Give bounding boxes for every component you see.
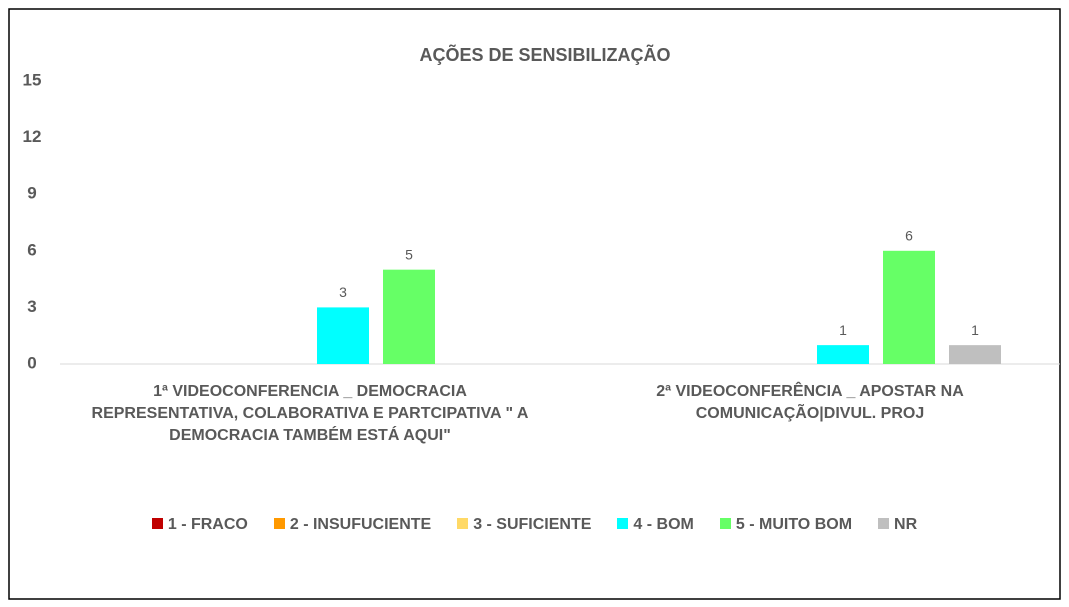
legend-swatch (617, 518, 629, 529)
y-tick-label: 9 (27, 184, 36, 203)
legend-label: 2 - INSUFUCIENTE (289, 516, 432, 533)
chart-border (8, 8, 1061, 600)
y-tick-label: 0 (27, 353, 36, 372)
legend-swatch (151, 518, 163, 529)
legend-item: 3 - SUFICIENTE (457, 516, 591, 534)
bar (383, 269, 435, 364)
bar (317, 307, 369, 364)
data-label: 1 (839, 322, 847, 338)
bar (817, 345, 869, 364)
data-label: 3 (339, 284, 347, 300)
legend-item: NR (878, 516, 917, 534)
legend-label: 3 - SUFICIENTE (473, 516, 592, 533)
y-tick-label: 6 (27, 240, 36, 259)
legend-swatch (719, 518, 731, 529)
y-tick-label: 15 (23, 70, 42, 89)
y-tick-label: 12 (23, 127, 42, 146)
legend-label: NR (894, 516, 918, 533)
legend-item: 2 - INSUFUCIENTE (273, 516, 432, 534)
legend-item: 4 - BOM (617, 516, 694, 534)
bar (883, 250, 935, 364)
legend-label: 1 - FRACO (167, 516, 248, 533)
chart-title: AÇÕES DE SENSIBILIZAÇÃO (419, 44, 670, 65)
x-tick-label: 2ª VIDEOCONFERÊNCIA _ APOSTAR NA COMUNIC… (656, 383, 964, 422)
legend-item: 5 - MUITO BOM (719, 516, 853, 534)
legend-swatch (273, 518, 285, 529)
legend: 1 - FRACO 2 - INSUFUCIENTE 3 - SUFICIENTE 4… (0, 516, 1069, 534)
bar (949, 345, 1001, 364)
y-tick-label: 3 (27, 297, 36, 316)
legend-swatch (878, 518, 890, 529)
legend-label: 5 - MUITO BOM (735, 516, 853, 533)
legend-label: 4 - BOM (633, 516, 694, 533)
data-label: 6 (905, 228, 913, 244)
data-label: 1 (971, 322, 979, 338)
x-tick-label: 1ª VIDEOCONFERENCIA _ DEMOCRACIA REPRESE… (91, 383, 529, 444)
data-label: 5 (405, 246, 413, 262)
legend-swatch (457, 518, 469, 529)
legend-item: 1 - FRACO (151, 516, 248, 534)
